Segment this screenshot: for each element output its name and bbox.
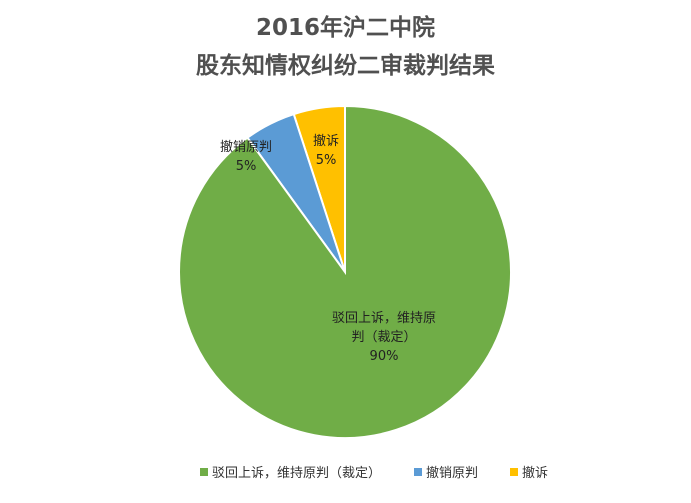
data-labels: 驳回上诉，维持原判（裁定） 90% 撤销原判 5% 撤诉 5% bbox=[220, 133, 436, 364]
chart-subtitle: 股东知情权纠纷二审裁判结果 bbox=[196, 52, 495, 79]
legend-swatch bbox=[200, 468, 208, 476]
data-label: 驳回上诉，维持原判（裁定） 90% bbox=[332, 311, 436, 364]
pie-slice bbox=[178, 104, 512, 439]
data-label: 撤销原判 5% bbox=[220, 139, 272, 174]
pie-slices bbox=[178, 104, 512, 439]
legend-item: 撤诉 bbox=[510, 465, 548, 481]
legend-label: 撤销原判 bbox=[426, 465, 478, 481]
legend-item: 驳回上诉，维持原判（裁定） bbox=[200, 465, 381, 481]
legend-label: 撤诉 bbox=[522, 465, 548, 481]
legend-label: 驳回上诉，维持原判（裁定） bbox=[212, 465, 381, 481]
legend-swatch bbox=[414, 468, 422, 476]
chart-title: 2016年沪二中院 bbox=[256, 14, 435, 41]
legend: 驳回上诉，维持原判（裁定） 撤销原判 撤诉 bbox=[200, 465, 548, 481]
data-label: 撤诉 5% bbox=[313, 133, 339, 168]
legend-item: 撤销原判 bbox=[414, 465, 478, 481]
legend-swatch bbox=[510, 468, 518, 476]
